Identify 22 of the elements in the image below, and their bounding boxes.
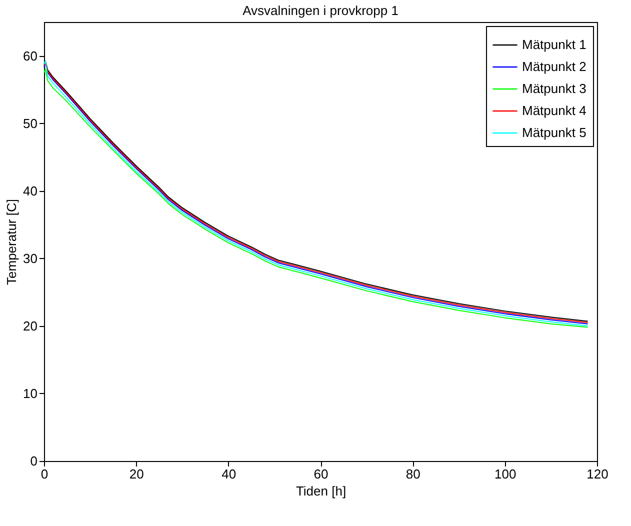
- legend-label: Mätpunkt 4: [522, 103, 586, 118]
- x-tick-label: 0: [40, 466, 48, 482]
- y-tick-label: 20: [23, 318, 38, 334]
- x-tick-label: 60: [314, 466, 328, 482]
- y-tick-label: 30: [23, 250, 38, 266]
- y-tick-label: 60: [23, 48, 38, 64]
- legend-label: Mätpunkt 5: [522, 125, 586, 140]
- x-tick-label: 20: [129, 466, 144, 482]
- legend-label: Mätpunkt 1: [522, 37, 586, 52]
- legend-label: Mätpunkt 2: [522, 59, 586, 74]
- y-tick-label: 40: [23, 183, 38, 198]
- x-axis-title: Tiden [h]: [296, 484, 346, 498]
- y-tick-label: 50: [23, 116, 38, 131]
- x-tick-label: 120: [586, 466, 608, 482]
- chart-title: Avsvalningen i provkropp 1: [242, 3, 398, 18]
- y-tick-label: 10: [23, 386, 38, 401]
- x-tick-label: 40: [222, 466, 236, 482]
- legend-label: Mätpunkt 3: [522, 81, 586, 96]
- x-tick-label: 100: [494, 466, 516, 482]
- y-axis-title: Temperatur [C]: [4, 199, 20, 285]
- x-tick-label: 80: [406, 466, 420, 482]
- y-tick-label: 0: [30, 454, 38, 468]
